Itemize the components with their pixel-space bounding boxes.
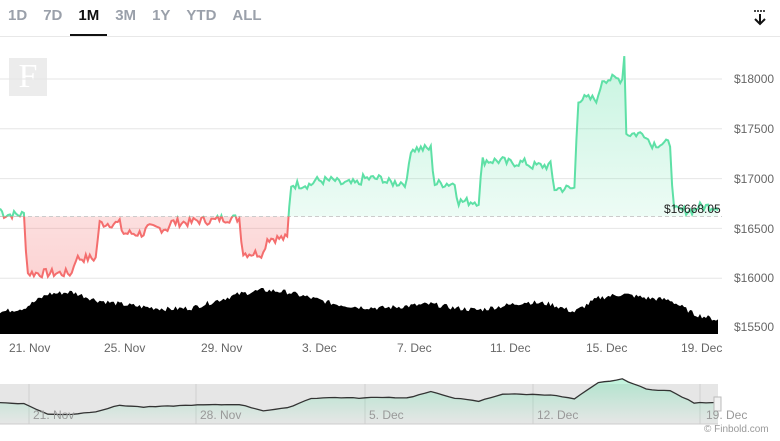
x-tick: 3. Dec (302, 341, 337, 355)
tab-7d[interactable]: 7D (43, 7, 63, 24)
x-tick: 29. Nov (201, 341, 243, 355)
tabs-divider (0, 36, 780, 37)
navigator-x-tick: 12. Dec (537, 408, 579, 422)
tab-all[interactable]: ALL (232, 7, 262, 24)
x-tick: 11. Dec (490, 341, 531, 355)
x-tick: 15. Dec (586, 341, 628, 355)
download-button[interactable] (750, 6, 770, 28)
current-price-label: $16668.05 (664, 202, 721, 216)
navigator-x-tick: 19. Dec (706, 408, 748, 422)
credit-text: © Finbold.com (704, 424, 769, 435)
x-tick: 7. Dec (397, 341, 432, 355)
y-tick: $16500 (734, 222, 775, 236)
tab-3m[interactable]: 3M (115, 7, 137, 24)
y-tick: $18000 (734, 72, 775, 86)
time-range-tabs: 1D 7D 1M 3M 1Y YTD ALL (0, 0, 270, 36)
x-tick: 25. Nov (104, 341, 146, 355)
tab-1y[interactable]: 1Y (152, 7, 171, 24)
navigator-x-tick: 28. Nov (200, 408, 242, 422)
y-tick: $15500 (734, 320, 775, 334)
x-tick: 21. Nov (9, 341, 51, 355)
tab-1d[interactable]: 1D (8, 7, 28, 24)
tab-ytd[interactable]: YTD (186, 7, 217, 24)
download-arrow-icon (754, 10, 766, 26)
navigator-x-tick: 21. Nov (33, 408, 75, 422)
logo-letter: F (18, 58, 38, 95)
navigator-x-tick: 5. Dec (369, 408, 404, 422)
y-tick: $16000 (734, 271, 775, 285)
finbold-logo: F (9, 58, 47, 96)
y-tick: $17000 (734, 172, 775, 186)
tab-1m[interactable]: 1M (70, 0, 108, 36)
y-tick: $17500 (734, 122, 775, 136)
navigator-handle[interactable] (713, 396, 722, 412)
x-tick: 19. Dec (681, 341, 723, 355)
